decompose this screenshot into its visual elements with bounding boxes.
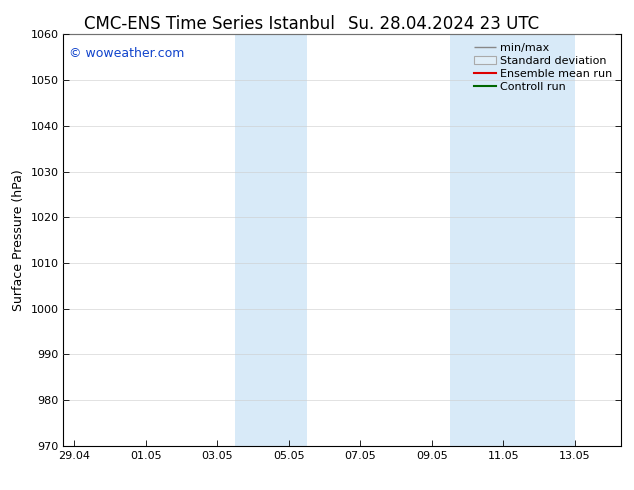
Bar [235, 34, 307, 446]
Y-axis label: Surface Pressure (hPa): Surface Pressure (hPa) [12, 169, 25, 311]
Bar [450, 34, 575, 446]
Text: Su. 28.04.2024 23 UTC: Su. 28.04.2024 23 UTC [348, 15, 540, 33]
Text: © woweather.com: © woweather.com [69, 47, 184, 60]
Text: CMC-ENS Time Series Istanbul: CMC-ENS Time Series Istanbul [84, 15, 335, 33]
Legend: min/max, Standard deviation, Ensemble mean run, Controll run: min/max, Standard deviation, Ensemble me… [470, 40, 616, 95]
